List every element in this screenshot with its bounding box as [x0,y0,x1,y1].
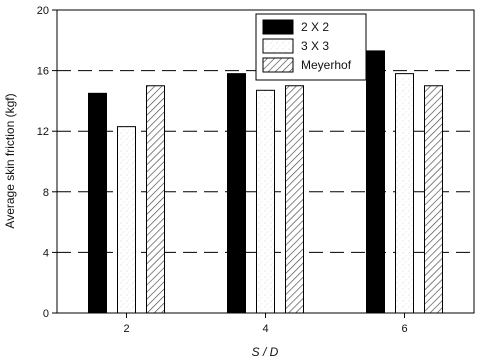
x-axis-title: S / D [252,345,279,359]
bars [88,50,443,314]
y-tick-label: 16 [37,66,49,78]
bar-3-x-3-2 [117,126,136,314]
bar-meyerhof-6 [424,85,443,314]
legend-label: Meyerhof [301,58,352,72]
bar-3-x-3-4 [256,89,275,314]
y-tick-label: 0 [43,308,49,320]
y-tick-label: 4 [43,247,49,259]
y-axis-title: Average skin friction (kgf) [3,93,17,228]
legend-label: 2 X 2 [301,20,329,34]
bar-meyerhof-2 [146,85,165,314]
y-tick-label: 12 [37,126,49,138]
bar-meyerhof-4 [285,85,304,314]
y-axis-ticks: 0 4 8 12 16 20 [37,5,57,320]
x-axis-ticks: 2 4 6 [123,313,408,335]
legend-label: 3 X 3 [301,39,329,53]
bar-2-x-2-4 [227,73,246,314]
y-tick-label: 8 [43,187,49,199]
bar-2-x-2-6 [366,50,385,314]
legend-swatch [262,19,294,35]
bar-3-x-3-6 [395,73,414,314]
x-tick-label: 6 [401,323,407,335]
bar-2-x-2-2 [88,92,107,314]
legend-swatch [262,38,294,54]
y-tick-label: 20 [37,5,49,17]
x-tick-label: 4 [262,323,268,335]
x-tick-label: 2 [123,323,129,335]
legend: 2 X 2 3 X 3 Meyerhof [255,13,367,81]
legend-swatch [262,57,294,73]
